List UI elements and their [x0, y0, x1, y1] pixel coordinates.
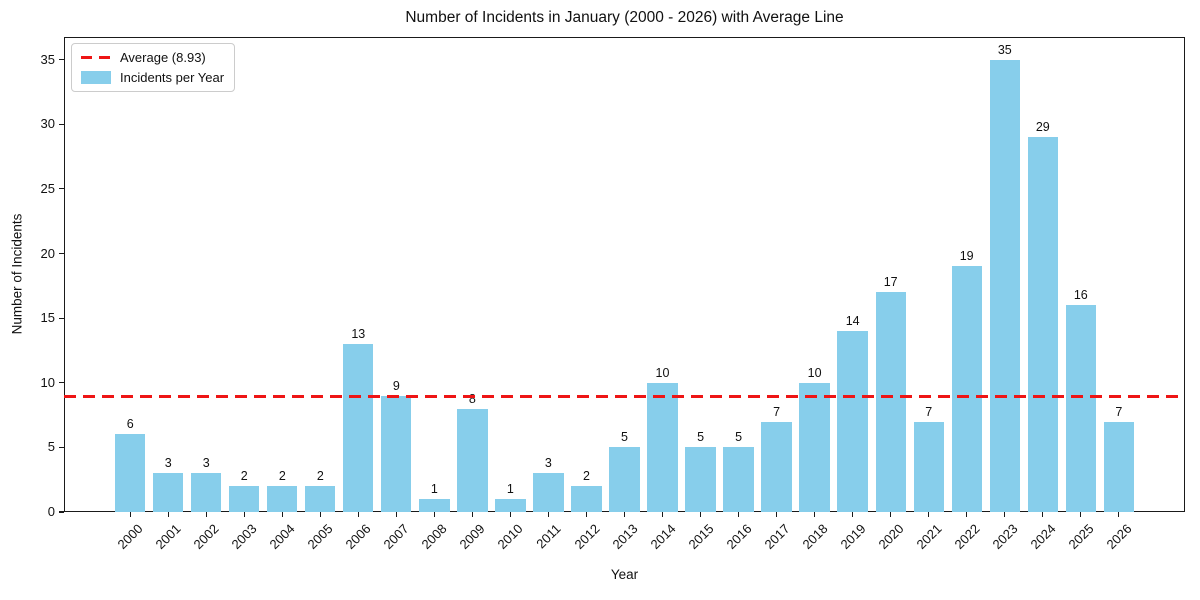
chart-title: Number of Incidents in January (2000 - 2…	[405, 9, 844, 26]
y-tick-label-35: 35	[40, 51, 55, 67]
x-tick-2010	[509, 512, 511, 517]
legend-label-average: Average (8.93)	[120, 50, 206, 65]
x-tick-label-2012: 2012	[571, 521, 603, 553]
legend-label-incidents: Incidents per Year	[120, 70, 225, 85]
x-tick-label-2001: 2001	[152, 521, 184, 553]
x-tick-label-2016: 2016	[723, 521, 755, 553]
y-tick-label-10: 10	[40, 374, 55, 390]
dashed-line-icon	[81, 56, 111, 59]
x-tick-2022	[966, 512, 968, 517]
x-tick-label-2020: 2020	[875, 521, 907, 553]
x-tick-label-2004: 2004	[266, 521, 298, 553]
x-tick-2020	[890, 512, 892, 517]
y-axis-label: Number of Incidents	[9, 213, 25, 335]
x-tick-2016	[738, 512, 740, 517]
x-tick-2017	[776, 512, 778, 517]
x-tick-2018	[814, 512, 816, 517]
legend-item-average: Average (8.93)	[81, 50, 224, 65]
plot-area	[64, 37, 1185, 512]
x-tick-label-2008: 2008	[418, 521, 450, 553]
x-tick-2021	[928, 512, 930, 517]
x-tick-2014	[661, 512, 664, 517]
x-tick-2025	[1080, 512, 1082, 517]
x-tick-label-2023: 2023	[989, 521, 1021, 553]
x-tick-label-2013: 2013	[609, 521, 641, 553]
y-tick-label-20: 20	[40, 245, 55, 261]
average-line	[64, 395, 1185, 399]
x-tick-2009	[471, 512, 473, 517]
y-tick-label-5: 5	[47, 439, 55, 455]
x-tick-2024	[1042, 512, 1044, 517]
x-tick-2001	[167, 512, 169, 517]
x-tick-2015	[700, 512, 702, 517]
y-tick-label-15: 15	[40, 310, 55, 326]
x-tick-2026	[1118, 512, 1120, 517]
x-tick-label-2014: 2014	[647, 521, 679, 553]
x-tick-label-2025: 2025	[1065, 521, 1097, 553]
x-tick-label-2003: 2003	[228, 521, 260, 553]
x-tick-label-2009: 2009	[456, 521, 488, 553]
x-tick-2000	[129, 512, 131, 517]
x-tick-label-2018: 2018	[799, 521, 831, 553]
x-tick-label-2019: 2019	[837, 521, 869, 553]
x-tick-2007	[395, 512, 397, 517]
y-tick-label-25: 25	[40, 180, 55, 196]
x-tick-label-2006: 2006	[342, 521, 374, 553]
x-tick-2011	[547, 512, 549, 517]
x-tick-label-2017: 2017	[761, 521, 793, 553]
x-tick-label-2021: 2021	[913, 521, 945, 553]
x-tick-label-2007: 2007	[380, 521, 412, 553]
x-axis-label: Year	[610, 567, 639, 582]
x-tick-label-2005: 2005	[304, 521, 336, 553]
y-tick-label-30: 30	[40, 116, 55, 132]
legend-item-incidents: Incidents per Year	[81, 70, 224, 85]
x-tick-label-2000: 2000	[114, 521, 146, 553]
x-tick-2002	[205, 512, 207, 517]
y-tick-label-0: 0	[47, 504, 55, 519]
x-tick-2003	[243, 512, 245, 517]
x-tick-2008	[433, 512, 435, 517]
bar-swatch-icon	[81, 71, 111, 84]
x-tick-2006	[357, 512, 359, 517]
x-tick-label-2015: 2015	[685, 521, 717, 553]
x-tick-2004	[281, 512, 283, 517]
x-tick-label-2002: 2002	[190, 521, 222, 553]
x-tick-label-2022: 2022	[951, 521, 983, 553]
x-tick-2005	[319, 512, 321, 517]
legend: Average (8.93) Incidents per Year	[71, 43, 236, 92]
x-tick-2019	[852, 512, 854, 517]
x-tick-2012	[585, 512, 588, 517]
x-tick-2013	[623, 512, 626, 517]
x-tick-2023	[1004, 512, 1006, 517]
x-tick-label-2026: 2026	[1103, 521, 1135, 553]
x-tick-label-2010: 2010	[494, 521, 526, 553]
x-tick-label-2024: 2024	[1027, 521, 1059, 553]
x-tick-label-2011: 2011	[533, 521, 564, 552]
